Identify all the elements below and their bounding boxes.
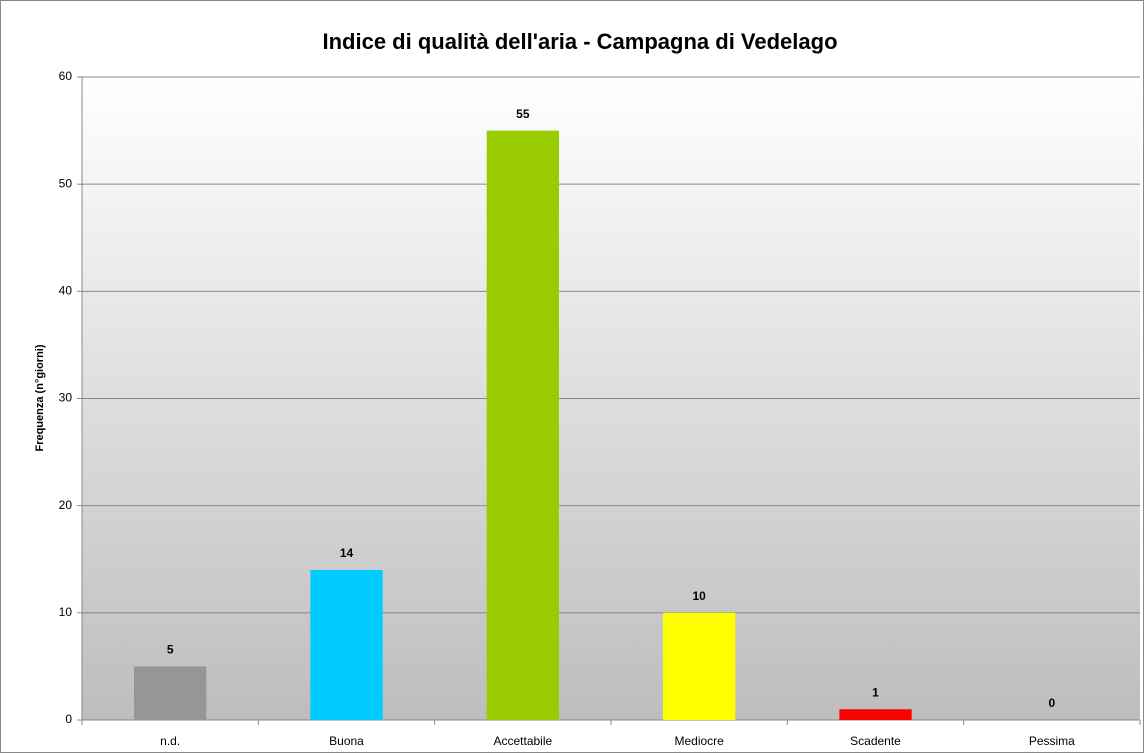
value-label: 14 [340, 546, 354, 560]
y-tick-label: 20 [59, 498, 73, 512]
bar [134, 666, 207, 720]
value-label: 5 [167, 643, 174, 657]
value-label: 10 [692, 589, 706, 603]
value-label: 1 [872, 685, 879, 699]
y-tick-label: 60 [59, 69, 73, 83]
bar [663, 612, 736, 720]
x-tick-label: Accettabile [493, 734, 552, 748]
bar [486, 130, 559, 721]
y-tick-label: 10 [59, 605, 73, 619]
bar [839, 709, 912, 720]
y-tick-label: 40 [59, 284, 73, 298]
y-tick-label: 0 [65, 712, 72, 726]
chart-title: Indice di qualità dell'aria - Campagna d… [322, 29, 837, 54]
bar [310, 569, 383, 720]
x-tick-label: Pessima [1029, 734, 1075, 748]
x-tick-label: Buona [329, 734, 364, 748]
value-label: 0 [1048, 696, 1055, 710]
x-tick-label: Mediocre [674, 734, 724, 748]
x-tick-label: n.d. [160, 734, 180, 748]
x-tick-label: Scadente [850, 734, 901, 748]
y-tick-label: 50 [59, 176, 73, 190]
value-label: 55 [516, 107, 530, 121]
y-axis-label: Frequenza (n°giorni) [34, 344, 46, 451]
y-tick-label: 30 [59, 391, 73, 405]
